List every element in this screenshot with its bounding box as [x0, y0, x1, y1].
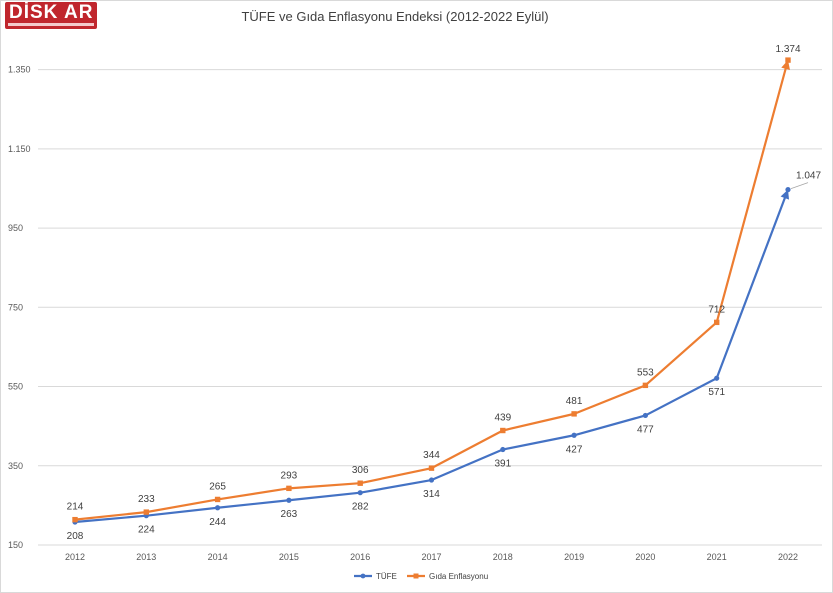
- data-label: 571: [708, 387, 725, 398]
- y-tick-label: 150: [8, 540, 23, 550]
- logo-subtitle-strip: [8, 23, 94, 26]
- data-point: [215, 505, 221, 511]
- data-point: [286, 497, 292, 503]
- y-axis: 150 350 550 750 950 1.150 1.350: [8, 65, 31, 550]
- data-label: 263: [281, 509, 298, 520]
- y-tick-label: 1.150: [8, 144, 31, 154]
- data-label: 208: [67, 531, 84, 542]
- series-group: [72, 57, 791, 525]
- data-point: [642, 382, 649, 389]
- legend-marker: [360, 573, 366, 579]
- data-point: [500, 427, 506, 434]
- x-tick-label: 2015: [279, 552, 299, 562]
- disk-ar-logo: DİSK AR: [5, 2, 97, 29]
- legend-label: Gıda Enflasyonu: [429, 572, 488, 581]
- data-label: 712: [708, 304, 725, 315]
- grid: [38, 69, 822, 546]
- data-label: 233: [138, 494, 155, 505]
- data-point: [143, 509, 149, 515]
- x-tick-label: 2017: [421, 552, 441, 562]
- y-tick-label: 750: [8, 302, 23, 312]
- x-tick-label: 2021: [707, 552, 727, 562]
- data-label: 391: [494, 459, 511, 470]
- data-label: 477: [637, 424, 654, 435]
- legend: TÜFE Gıda Enflasyonu: [354, 572, 488, 581]
- data-label: 344: [423, 450, 440, 461]
- legend-marker: [413, 573, 419, 579]
- data-label: 282: [352, 502, 369, 513]
- data-point: [571, 411, 577, 417]
- x-tick-label: 2013: [136, 552, 156, 562]
- data-point: [286, 485, 292, 492]
- logo-text: DİSK AR: [9, 2, 94, 23]
- data-point: [214, 496, 221, 503]
- x-tick-label: 2018: [493, 552, 513, 562]
- data-label: 224: [138, 525, 155, 536]
- x-tick-label: 2020: [635, 552, 655, 562]
- x-tick-label: 2014: [208, 552, 228, 562]
- series-arrowhead-0: [780, 189, 790, 200]
- data-label: 1.374: [775, 44, 800, 55]
- data-point: [714, 375, 720, 381]
- data-point: [428, 477, 435, 483]
- data-labels: 208 224 244 263 282 314 391 427 477 571 1.047 214 23…: [67, 44, 822, 542]
- data-point: [428, 465, 435, 471]
- data-label: 314: [423, 489, 440, 500]
- data-point: [642, 412, 649, 419]
- legend-label: TÜFE: [376, 572, 397, 581]
- x-tick-label: 2016: [350, 552, 370, 562]
- data-label: 306: [352, 465, 369, 476]
- data-label: 553: [637, 367, 654, 378]
- data-point: [72, 516, 78, 523]
- data-point: [714, 319, 720, 326]
- leader-line: [790, 182, 809, 190]
- data-label: 1.047: [796, 171, 821, 182]
- data-label: 214: [67, 502, 84, 513]
- y-tick-label: 1.350: [8, 65, 31, 75]
- data-point: [785, 57, 791, 63]
- data-point: [785, 187, 791, 193]
- x-tick-label: 2012: [65, 552, 85, 562]
- y-tick-label: 950: [8, 223, 23, 233]
- x-tick-label: 2019: [564, 552, 584, 562]
- data-label: 293: [281, 470, 298, 481]
- data-label: 244: [209, 517, 226, 528]
- data-point: [357, 490, 363, 496]
- data-point: [571, 432, 577, 438]
- data-label: 427: [566, 444, 583, 455]
- series-line-0: [74, 194, 787, 524]
- data-point: [500, 446, 506, 453]
- x-tick-label: 2022: [778, 552, 798, 562]
- data-label: 265: [209, 481, 226, 492]
- data-label: 439: [494, 413, 511, 424]
- data-point: [357, 480, 363, 486]
- data-label: 481: [566, 396, 583, 407]
- y-tick-label: 550: [8, 382, 23, 392]
- y-tick-label: 350: [8, 461, 23, 471]
- x-axis: 2012 2013 2014 2015 2016 2017 2018 2019 2020 2021…: [65, 552, 798, 562]
- chart-title: TÜFE ve Gıda Enflasyonu Endeksi (2012-20…: [241, 9, 548, 24]
